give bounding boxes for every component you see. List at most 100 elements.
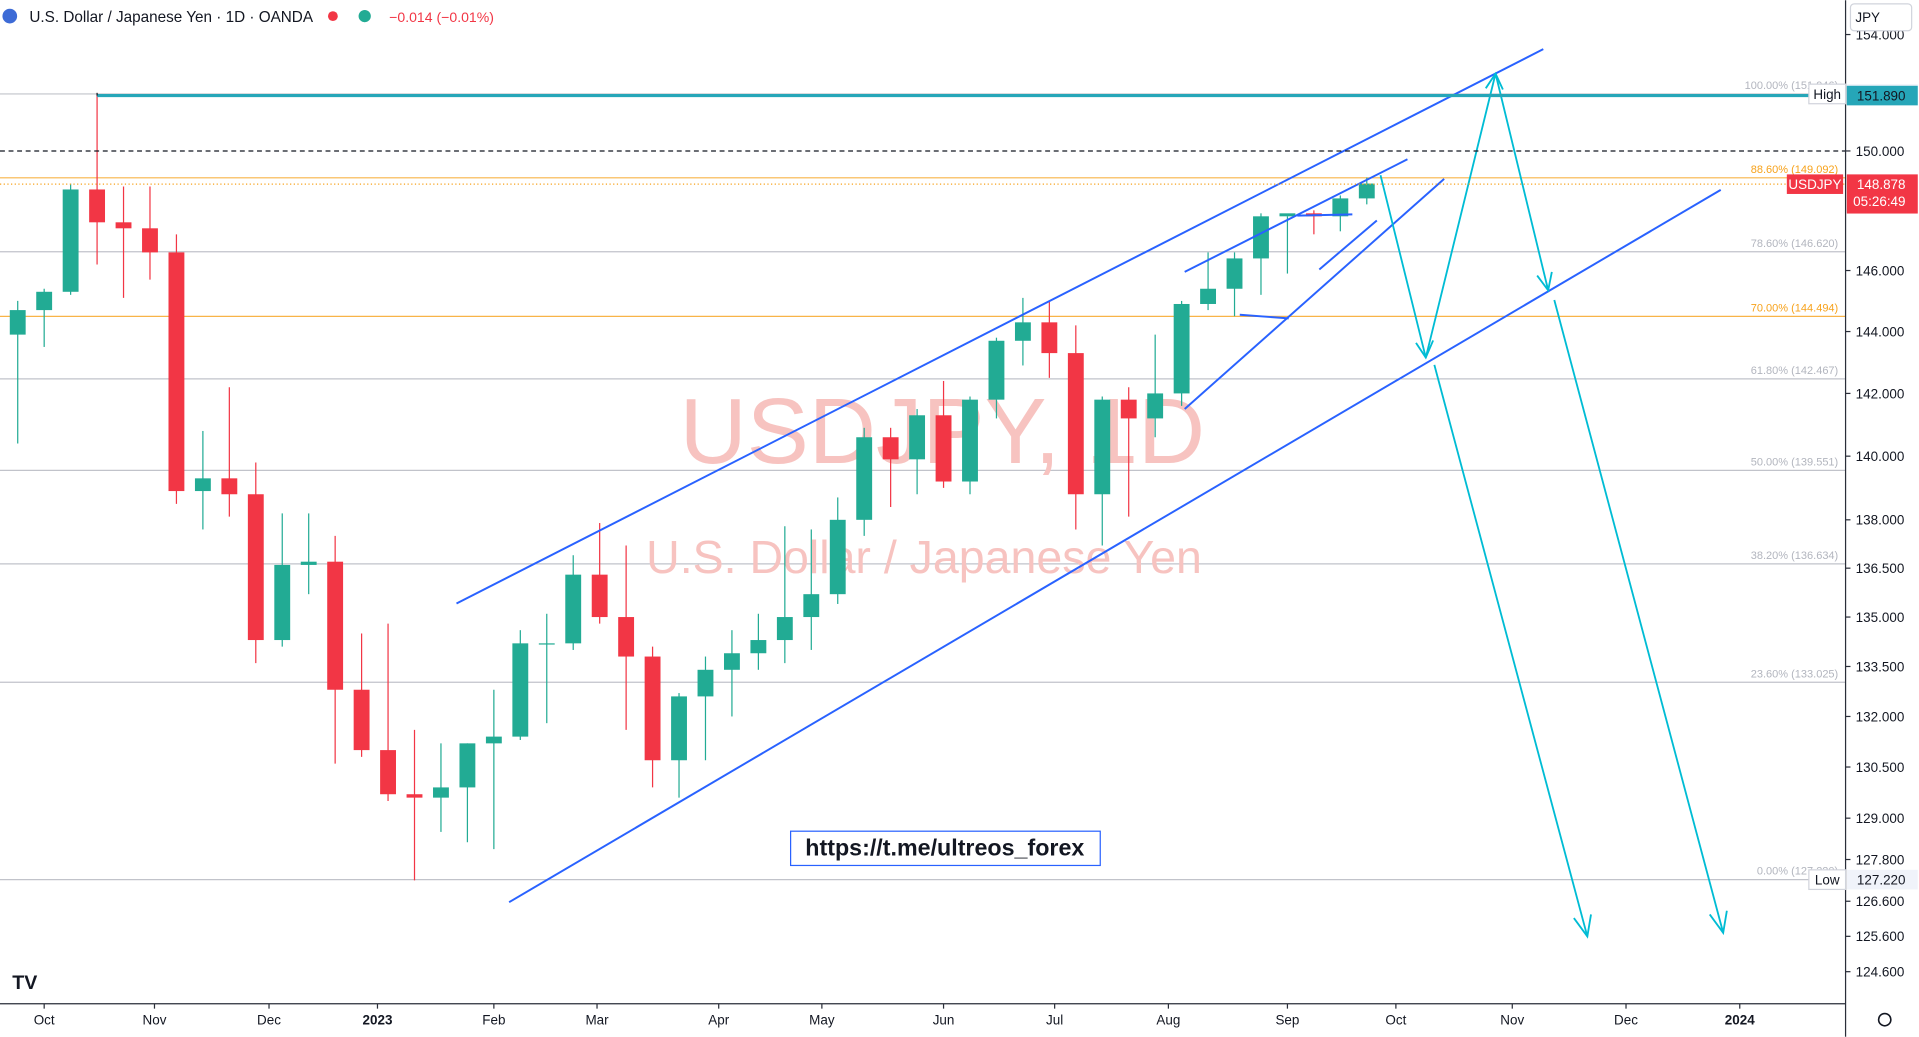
annotation-text: https://t.me/ultreos_forex [805,835,1084,861]
candle-body [882,437,899,460]
candle-body [221,478,238,495]
logo: TV [12,972,37,994]
flag-icon [2,8,18,24]
candle-body [1279,213,1296,217]
y-tick-label: 135.000 [1856,610,1905,625]
channel-upper [456,48,1544,605]
fib-label: 61.80% (142.467) [1751,365,1838,377]
y-tick-label: 144.000 [1856,324,1905,339]
candle-body [433,787,449,798]
fib-label: 50.00% (139.551) [1751,456,1838,468]
candle-body [1332,198,1349,217]
candle-body [935,415,952,482]
candle-body [591,574,608,618]
candle-body [1226,258,1243,289]
drawings [456,48,1722,904]
high-tag [1808,83,1847,105]
x-tick-label: Mar [585,1013,609,1028]
flag-line [1318,219,1378,271]
candle-body [62,189,79,292]
x-tick-label: Nov [1500,1013,1524,1028]
overlay [0,92,1846,185]
x-tick-label: Jul [1046,1013,1063,1028]
flag-line [1239,313,1289,320]
arrow-head [1536,271,1553,293]
level-value: 151.890 [1857,88,1906,103]
low-value: 127.220 [1857,873,1906,888]
last-price: 148.878 [1857,177,1906,192]
candle-body [856,437,873,520]
x-tick-label: Nov [143,1013,167,1028]
projection-path [1553,299,1725,934]
level-value-box [1846,85,1918,106]
candle-body [9,310,26,335]
x-tick-label: Oct [34,1013,55,1028]
candle-body [671,696,687,761]
x-tick-label: Jun [933,1013,955,1028]
arrow-head [1484,71,1504,90]
fib-label: 23.60% (133.025) [1751,668,1838,680]
candle-body [644,656,661,761]
market-dot [358,9,371,23]
candle-body [459,743,476,788]
x-tick-label: 2023 [363,1013,393,1028]
y-tick-label: 124.600 [1856,965,1905,980]
high-tag-label: High [1813,87,1841,102]
candle-body [512,643,529,737]
candle-body [538,643,555,645]
candle-body [485,736,502,744]
y-tick-label: 125.600 [1856,929,1905,944]
x-tick-label: Apr [708,1013,729,1028]
candle-body [962,399,978,482]
annotation-box [789,830,1101,867]
candle-body [168,252,185,492]
candle-body [274,564,291,641]
candle-body [776,617,793,641]
arrow-head [1415,340,1434,360]
candle-body [565,574,582,644]
candle-body [909,415,926,460]
currency-label[interactable]: JPY [1855,10,1880,25]
candle-body [353,689,370,751]
y-tick-label: 142.000 [1856,386,1905,401]
candle-body [380,750,396,795]
candle-body [1200,288,1217,304]
fib-label: 70.00% (144.494) [1751,303,1838,315]
candle-body [803,594,820,618]
wedge-upper [1184,158,1408,273]
candle-body [1041,322,1058,354]
low-tag-label: Low [1815,873,1840,888]
currency-button[interactable] [1849,3,1913,32]
projection-path [1379,73,1550,358]
arrow-head [1573,914,1592,939]
x-tick-label: Oct [1385,1013,1406,1028]
projection-path [1433,364,1589,937]
candle-body [697,669,714,697]
candle-body [1120,399,1137,419]
countdown: 05:26:49 [1853,194,1905,209]
candle-body [194,478,211,492]
x-tick-label: Feb [482,1013,505,1028]
low-value-box [1846,869,1918,890]
candle-body [1358,183,1375,199]
x-tick-label: May [809,1013,835,1028]
candle-body [618,617,635,657]
candle-body [115,222,132,229]
status-dot [327,11,338,22]
fib-label: 38.20% (136.634) [1751,550,1838,562]
flag-line [1297,213,1353,217]
symbol-title: U.S. Dollar / Japanese Yen · 1D · OANDA [29,9,313,26]
last-symbol: USDJPY [1788,177,1841,192]
x-tick-label: Dec [1614,1013,1638,1028]
last-symbol-tag [1786,174,1844,194]
x-tick-label: Aug [1156,1013,1180,1028]
candle-body [300,561,317,565]
candle-body [1067,353,1084,495]
settings-icon[interactable] [1877,1012,1892,1027]
x-tick-label: 2024 [1725,1013,1755,1028]
last-price-box [1846,174,1918,214]
x-tick-label: Sep [1275,1013,1299,1028]
candle-body [1173,303,1190,394]
